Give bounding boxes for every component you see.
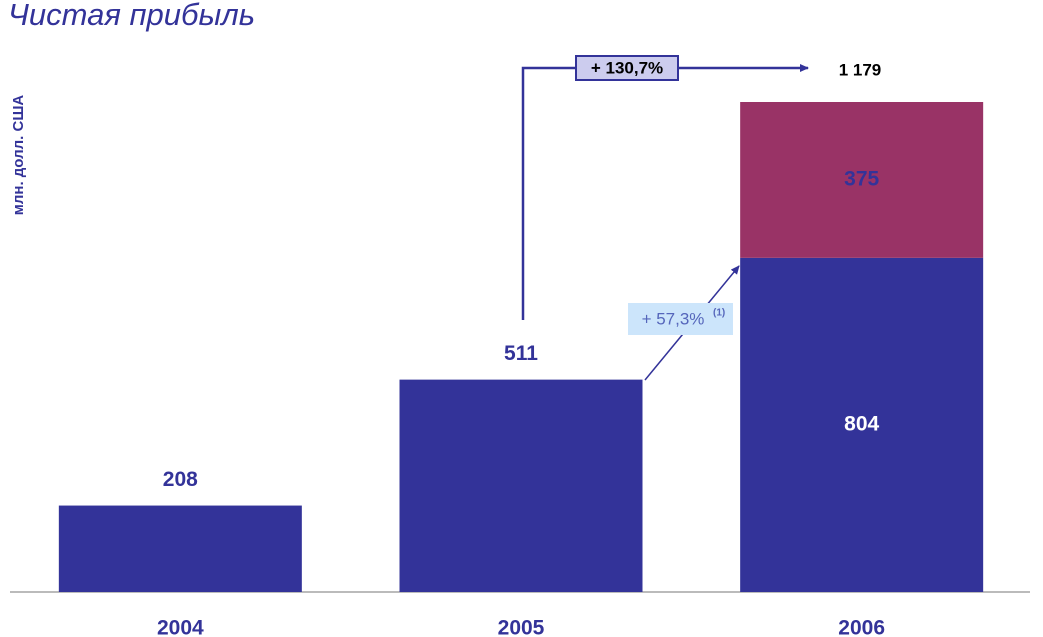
value-label: 375: [844, 167, 879, 190]
growth-label: + 130,7%: [591, 58, 663, 77]
growth-label: + 57,3%: [642, 309, 705, 328]
x-tick-label: 2004: [157, 617, 204, 637]
x-tick-label: 2005: [498, 617, 545, 637]
growth-box: [628, 303, 733, 335]
growth-arrow: [521, 64, 809, 320]
growth-box: [575, 55, 679, 81]
bar: [58, 505, 302, 592]
bar: [740, 257, 984, 592]
x-tick-label: 2006: [838, 617, 885, 637]
value-label: 208: [163, 468, 198, 491]
chart-title: Чистая прибыль: [8, 0, 255, 32]
value-label: 511: [504, 342, 538, 365]
bar: [399, 379, 643, 592]
bar: [740, 102, 984, 258]
value-label: 804: [844, 412, 879, 435]
y-axis-label: млн. долл. США: [10, 95, 27, 216]
total-label: 1 179: [839, 60, 882, 79]
footnote-ref: (1): [713, 308, 725, 319]
